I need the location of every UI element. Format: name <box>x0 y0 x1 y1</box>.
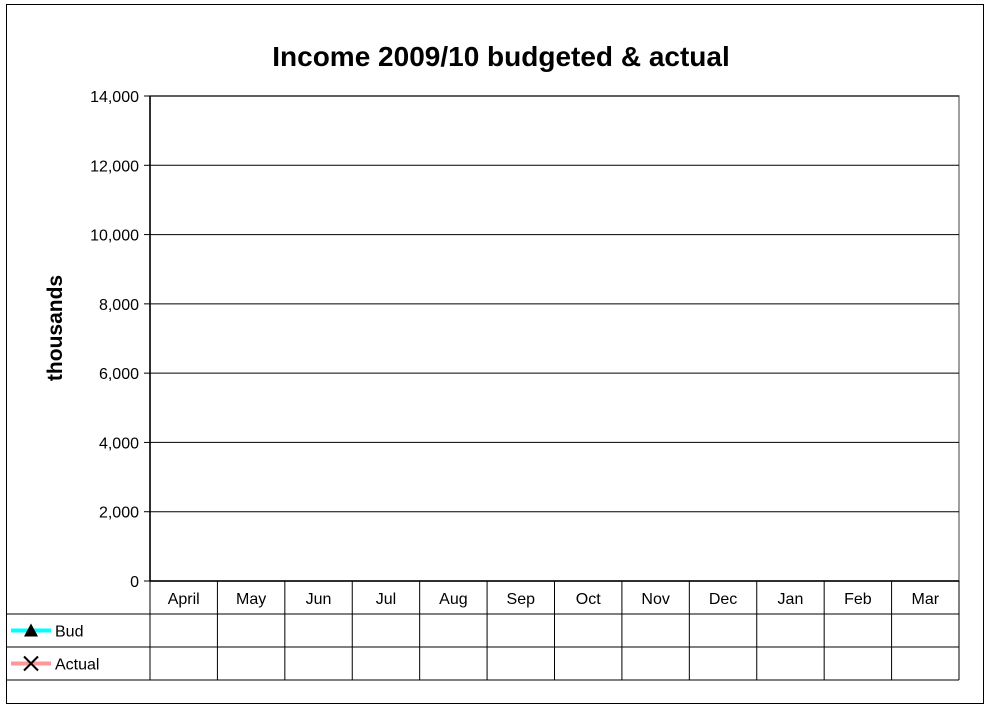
y-tick-label: 2,000 <box>99 505 139 522</box>
x-category-label: Sep <box>507 591 536 608</box>
x-category-label: Oct <box>576 591 601 608</box>
y-tick-label: 10,000 <box>90 228 139 245</box>
x-category-label: Dec <box>709 591 737 608</box>
chart-svg: Income 2009/10 budgeted & actual thousan… <box>7 41 960 681</box>
x-category-label: Aug <box>439 591 467 608</box>
y-tick-label: 6,000 <box>99 366 139 383</box>
data-table: April May Jun Jul Aug Sep Oct Nov Dec Jan Feb Mar Bu… <box>7 581 960 681</box>
y-tick-label: 4,000 <box>99 435 139 452</box>
legend-label-actual: Actual <box>55 657 99 674</box>
y-tick-label: 8,000 <box>99 297 139 314</box>
y-tick-label: 14,000 <box>90 89 139 106</box>
x-category-label: Jan <box>778 591 804 608</box>
plot-area <box>149 95 960 582</box>
chart-title: Income 2009/10 budgeted & actual <box>272 41 730 72</box>
x-category-label: Nov <box>641 591 669 608</box>
y-tick-label: 12,000 <box>90 158 139 175</box>
x-category-label: Jun <box>306 591 332 608</box>
legend-label-bud: Bud <box>55 624 83 641</box>
chart-frame: Income 2009/10 budgeted & actual thousan… <box>6 4 984 704</box>
x-category-label: Mar <box>912 591 940 608</box>
x-category-label: April <box>168 591 200 608</box>
gridlines <box>149 95 960 582</box>
y-axis-label: thousands <box>44 275 67 381</box>
x-category-label: May <box>236 591 266 608</box>
y-tick-labels: 0 2,000 4,000 6,000 8,000 10,000 12,000 14,000 <box>90 89 139 591</box>
y-tick-label: 0 <box>130 574 139 591</box>
x-category-label: Jul <box>376 591 396 608</box>
x-category-label: Feb <box>844 591 872 608</box>
x-marker-icon <box>23 655 39 672</box>
triangle-marker-icon <box>24 623 38 637</box>
